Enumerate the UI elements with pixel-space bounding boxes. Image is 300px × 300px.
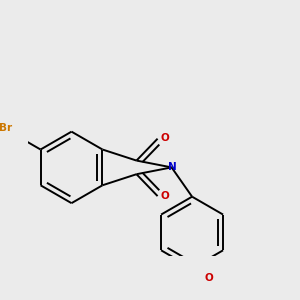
Text: N: N <box>168 162 177 172</box>
Text: Br: Br <box>0 123 12 134</box>
Text: O: O <box>205 273 214 283</box>
Text: O: O <box>161 191 170 201</box>
Text: O: O <box>161 133 170 143</box>
